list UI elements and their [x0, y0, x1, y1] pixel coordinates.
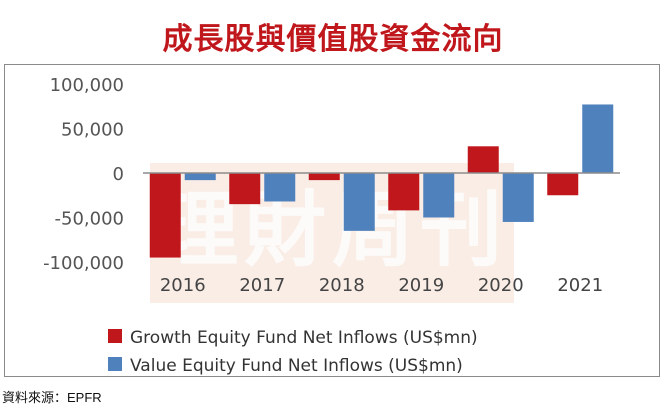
x-tick-label: 2021 [557, 275, 603, 296]
legend: Growth Equity Fund Net Inflows (US$mn) Va… [108, 328, 478, 376]
bar-value [423, 173, 455, 218]
chart-title: 成長股與價值股資金流向 [162, 22, 504, 57]
x-axis: 2016 2017 2018 2019 2020 2021 [160, 275, 603, 296]
bar-value [264, 173, 296, 202]
bar-growth [308, 173, 340, 181]
chart-frame [4, 64, 660, 377]
x-tick-label: 2017 [239, 275, 285, 296]
watermark-text: 理財周刊 [156, 182, 508, 278]
y-tick-label: 0 [113, 164, 124, 185]
y-axis: 100,000 50,000 0 -50,000 -100,000 [43, 75, 124, 274]
legend-swatch [108, 357, 122, 371]
bar-growth [229, 173, 261, 205]
bar-value [502, 173, 534, 222]
legend-label: Growth Equity Fund Net Inflows (US$mn) [130, 328, 478, 348]
bar-value [582, 104, 614, 173]
y-tick-label: 50,000 [61, 120, 124, 141]
bar-growth [547, 173, 579, 196]
x-tick-label: 2019 [398, 275, 444, 296]
x-tick-label: 2016 [160, 275, 206, 296]
bar-growth [388, 173, 420, 211]
x-tick-label: 2018 [319, 275, 365, 296]
legend-swatch [108, 329, 122, 343]
bar-growth [149, 173, 181, 258]
legend-label: Value Equity Fund Net Inflows (US$mn) [130, 356, 463, 376]
source-note: 資料來源：EPFR [2, 390, 102, 405]
y-tick-label: -100,000 [43, 253, 124, 274]
bars [149, 104, 614, 258]
bar-value [184, 173, 216, 181]
x-tick-label: 2020 [478, 275, 524, 296]
y-tick-label: -50,000 [55, 209, 124, 230]
bar-growth [467, 146, 499, 173]
y-tick-label: 100,000 [50, 75, 124, 96]
bar-value [343, 173, 375, 231]
